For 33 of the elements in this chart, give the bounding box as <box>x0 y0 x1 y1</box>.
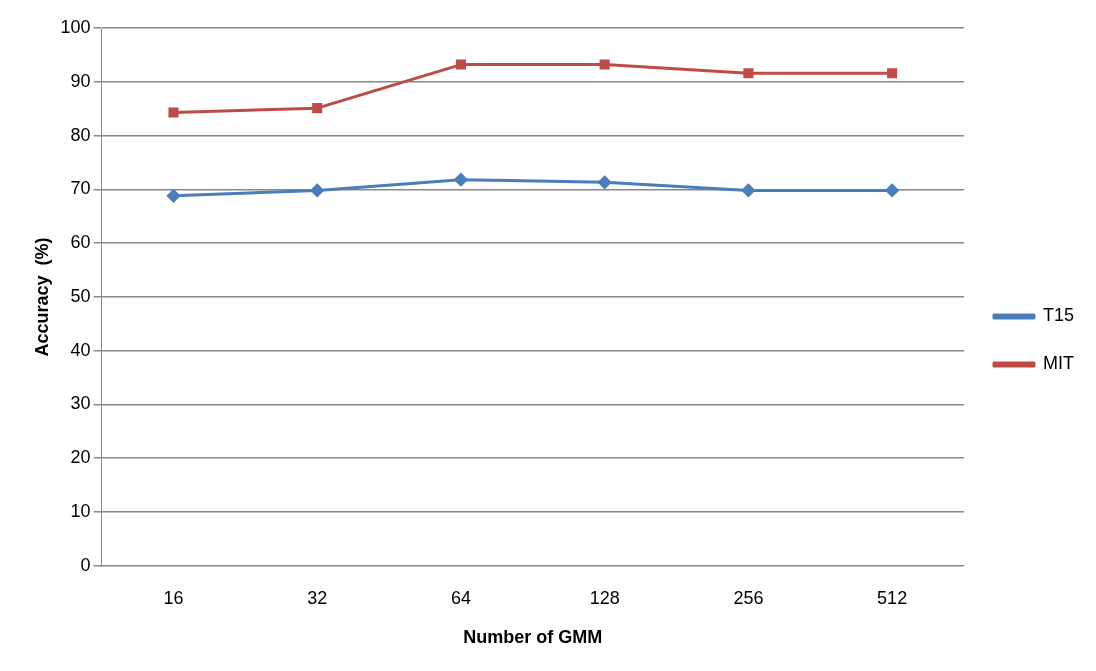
y-tick-label: 50 <box>70 285 91 306</box>
point <box>168 107 179 118</box>
y-tick-label: 100 <box>60 16 91 37</box>
y-tick-label: 10 <box>70 500 91 521</box>
x-tick-label: 512 <box>877 587 908 608</box>
point <box>167 189 180 203</box>
y-tick-label: 20 <box>70 447 91 468</box>
x-tick-label: 64 <box>450 587 471 608</box>
y-tick-label: 80 <box>70 124 91 145</box>
point <box>310 183 324 197</box>
legend-label: T15 <box>1042 305 1075 326</box>
x-tick-label: 128 <box>589 587 620 608</box>
point <box>454 173 468 187</box>
x-axis-title: Number of GMM <box>463 627 603 648</box>
point <box>741 183 755 197</box>
y-tick-label: 30 <box>70 393 91 414</box>
point <box>312 103 323 114</box>
point <box>599 59 610 70</box>
y-axis-title: Accuracy (%) <box>31 237 52 357</box>
x-tick-label: 256 <box>733 587 764 608</box>
x-tick-label: 16 <box>163 587 184 608</box>
legend-label: MIT <box>1042 353 1074 374</box>
point <box>455 59 466 70</box>
point <box>887 68 898 79</box>
y-tick-label: 60 <box>70 232 91 253</box>
y-tick-label: 90 <box>70 70 91 91</box>
x-tick-label: 32 <box>307 587 328 608</box>
point <box>598 175 612 189</box>
y-tick-label: 70 <box>70 178 91 199</box>
y-tick-label: 0 <box>80 554 91 575</box>
point <box>743 68 754 79</box>
point <box>885 183 899 197</box>
y-tick-label: 40 <box>70 339 91 360</box>
